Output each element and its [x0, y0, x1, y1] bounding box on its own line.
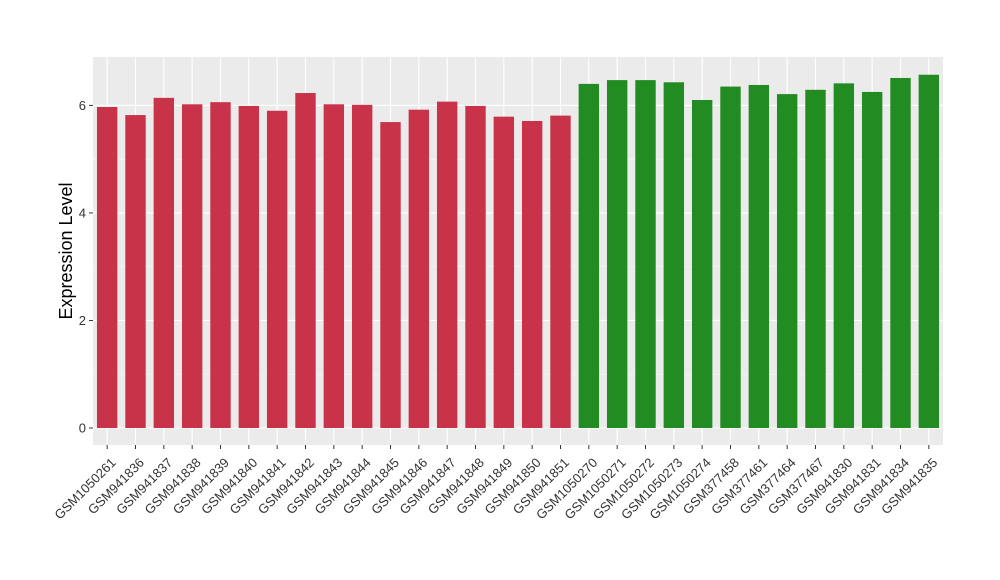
bar-GSM941837 — [153, 97, 175, 428]
bar-GSM941836 — [125, 115, 146, 428]
bar-GSM941830 — [833, 83, 855, 428]
bar-GSM941840 — [238, 105, 260, 428]
bar-GSM941847 — [436, 101, 458, 428]
bars — [96, 74, 940, 429]
bar-GSM1050271 — [606, 80, 628, 428]
bar-GSM941844 — [351, 104, 373, 428]
bar-GSM941846 — [408, 109, 430, 429]
bar-GSM941850 — [521, 120, 543, 428]
bar-GSM1050270 — [578, 83, 600, 428]
bar-GSM1050273 — [663, 82, 685, 429]
plot-panel — [93, 57, 943, 445]
bar-GSM941845 — [380, 122, 401, 428]
y-tick-label: 2 — [79, 313, 86, 328]
y-axis-title: Expression Level — [56, 182, 76, 319]
bar-GSM1050274 — [691, 100, 713, 428]
bar-GSM941834 — [890, 77, 911, 428]
bar-GSM941841 — [266, 110, 288, 428]
bar-GSM1050272 — [635, 80, 656, 428]
bar-GSM377461 — [748, 84, 770, 429]
x-axis: GSM1050261GSM941836GSM941837GSM941838GSM… — [51, 445, 940, 522]
bar-GSM1050261 — [96, 107, 118, 429]
bar-GSM941842 — [295, 93, 316, 429]
y-tick-label: 6 — [79, 98, 86, 113]
bar-GSM941851 — [550, 115, 571, 429]
y-tick-label: 0 — [79, 421, 86, 436]
bar-GSM377467 — [805, 89, 826, 428]
bar-GSM941835 — [918, 74, 940, 429]
y-tick-label: 4 — [79, 205, 86, 220]
bar-GSM941839 — [210, 102, 231, 428]
bar-GSM941848 — [465, 105, 486, 428]
bar-GSM377458 — [720, 86, 741, 429]
bar-GSM377464 — [776, 94, 798, 428]
bar-GSM941849 — [493, 116, 515, 428]
minor-gridlines — [93, 158, 943, 375]
bar-GSM941843 — [323, 104, 345, 428]
bar-GSM941838 — [181, 104, 203, 428]
y-axis: 0 2 4 6 — [79, 98, 93, 436]
bar-GSM941831 — [861, 91, 883, 428]
